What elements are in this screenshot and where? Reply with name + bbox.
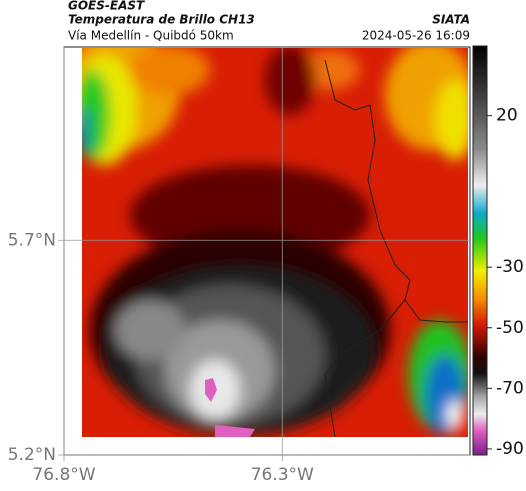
colorbar-tick-label: 20 bbox=[496, 106, 518, 126]
colorbar-tick-label: -90 bbox=[496, 439, 524, 459]
subtitle: Vía Medellín - Quibdó 50km bbox=[68, 29, 234, 43]
x-tick-label: 76.8°W bbox=[32, 465, 95, 485]
y-tick-label: 5.2°N bbox=[8, 445, 56, 465]
y-tick-label: 5.7°N bbox=[8, 230, 56, 250]
colorbar-tick-label: -30 bbox=[496, 257, 524, 277]
colorbar-tick-label: -70 bbox=[496, 378, 524, 398]
x-tick-label: 76.3°W bbox=[251, 465, 314, 485]
timestamp: 2024-05-26 16:09 bbox=[362, 29, 470, 43]
colorbar bbox=[472, 45, 488, 456]
brightness-field bbox=[82, 48, 468, 437]
colorbar-tick-label: -50 bbox=[496, 318, 524, 338]
title: Temperatura de Brillo CH13 bbox=[68, 13, 255, 27]
source: GOES-EAST bbox=[68, 0, 145, 13]
org: SIATA bbox=[432, 13, 470, 27]
border bbox=[324, 59, 468, 437]
